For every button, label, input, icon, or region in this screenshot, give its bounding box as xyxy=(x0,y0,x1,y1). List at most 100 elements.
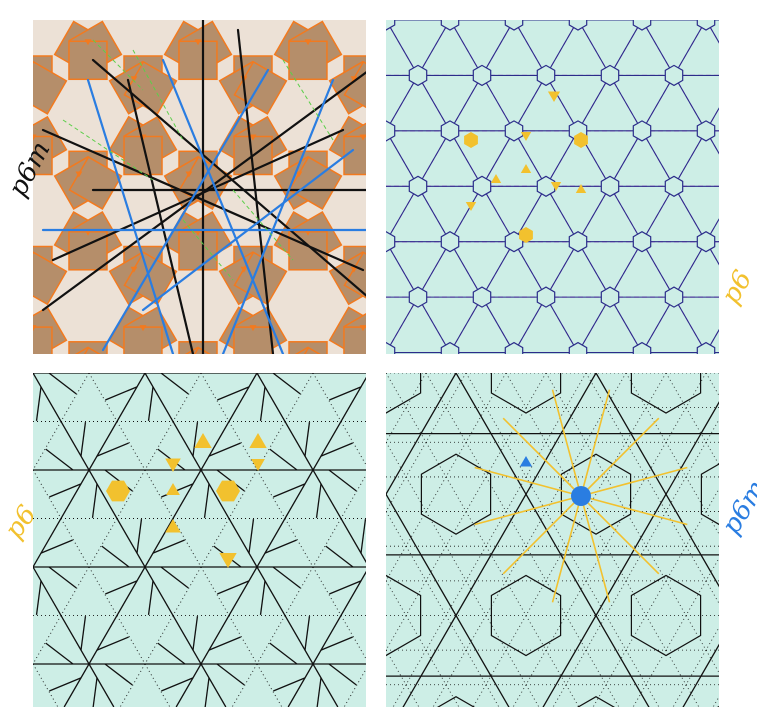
panel-p6m-star-tiling xyxy=(386,373,719,707)
pinwheel-arm xyxy=(147,386,154,421)
black-mirror-line xyxy=(126,78,195,354)
small-hexagon xyxy=(472,175,492,197)
orange-arrow-mark xyxy=(33,134,37,141)
orange-arrow-mark xyxy=(240,266,248,273)
yellow-triangle xyxy=(194,433,212,448)
yellow-hexagon xyxy=(574,132,588,148)
grid-line xyxy=(386,373,467,513)
pinwheel-arm xyxy=(320,442,353,457)
pinwheel-arm xyxy=(157,642,186,665)
green-dashed-line xyxy=(182,219,234,281)
pinwheel-arm xyxy=(96,636,129,651)
yellow-triangle xyxy=(165,519,181,533)
small-hexagon xyxy=(568,341,588,354)
panel-p6-purple-tiling xyxy=(386,20,719,354)
pinwheel-arm xyxy=(248,519,255,554)
inner-hexagon xyxy=(490,373,562,414)
brown-square-tile xyxy=(178,341,218,354)
grid-line xyxy=(312,373,366,466)
orange-arrow-mark xyxy=(249,134,257,141)
small-hexagon xyxy=(408,64,428,87)
grid-line xyxy=(465,373,660,707)
small-hexagon xyxy=(504,20,524,31)
pinwheel-arm xyxy=(360,519,366,554)
orange-arrow-mark xyxy=(130,266,138,273)
pinwheel-arm xyxy=(315,483,322,518)
small-hexagon xyxy=(536,64,556,87)
yellow-ray xyxy=(474,466,582,497)
pinwheel-arm xyxy=(328,469,357,492)
yellow-hexagon xyxy=(464,132,478,148)
grid-line xyxy=(63,373,258,707)
grid-line xyxy=(432,373,627,707)
pinwheel-arm xyxy=(208,442,241,457)
grid-line xyxy=(175,376,366,707)
grid-line xyxy=(287,570,366,707)
pinwheel-arm xyxy=(101,545,130,568)
grid-line xyxy=(592,488,719,707)
orange-arrow-mark xyxy=(33,325,37,332)
small-hexagon xyxy=(696,231,716,253)
grid-line xyxy=(33,373,146,569)
orange-arrow-mark xyxy=(304,39,312,46)
blue-triangle-mark xyxy=(519,456,533,467)
pinwheel-arm xyxy=(304,616,311,651)
inner-hexagon xyxy=(630,373,702,414)
orange-arrow-mark xyxy=(84,229,92,236)
small-hexagon xyxy=(472,286,492,308)
pinwheel-arm xyxy=(49,483,82,498)
yellow-ray xyxy=(502,417,582,497)
blue-axis-line xyxy=(141,148,355,312)
pinwheel-arm xyxy=(208,636,241,651)
small-hexagon xyxy=(600,175,620,197)
yellow-ray xyxy=(502,495,582,575)
grid-line xyxy=(386,441,540,707)
small-hexagon xyxy=(386,341,396,354)
pinwheel-arm xyxy=(45,448,74,471)
yellow-ray xyxy=(580,495,611,603)
inner-hexagon xyxy=(490,574,562,657)
grid-line xyxy=(386,510,500,707)
green-dashed-line xyxy=(282,59,334,141)
yellow-triangle xyxy=(490,174,502,183)
orange-arrow-mark xyxy=(359,134,366,141)
orange-arrow-mark xyxy=(304,229,312,236)
inner-hexagon xyxy=(630,574,702,657)
pinwheel-arm xyxy=(316,677,322,707)
small-hexagon xyxy=(600,286,620,308)
small-hexagon xyxy=(600,64,620,87)
blue-axis-line xyxy=(86,78,175,354)
panel-p6-pinwheel-tiling xyxy=(33,373,366,707)
inner-hexagon xyxy=(386,574,422,657)
pinwheel-arm xyxy=(45,642,74,665)
yellow-ray xyxy=(474,495,582,526)
yellow-triangle xyxy=(550,182,562,191)
orange-arrow-mark xyxy=(84,39,92,46)
pinwheel-arm xyxy=(259,386,266,421)
small-hexagon xyxy=(408,286,428,308)
grid-line xyxy=(88,373,283,707)
grid-line xyxy=(386,373,507,582)
pinwheel-arm xyxy=(320,636,353,651)
pinwheel-arm xyxy=(192,616,199,651)
yellow-triangle xyxy=(249,433,267,448)
brown-square-tile xyxy=(233,326,273,354)
black-mirror-line xyxy=(91,58,366,297)
small-hexagon xyxy=(632,120,652,142)
blue-axis-line xyxy=(101,68,270,352)
grid-line xyxy=(585,373,719,605)
pinwheel-arm xyxy=(269,642,298,665)
small-hexagon xyxy=(664,175,684,197)
yellow-hexagon xyxy=(519,227,533,243)
pinwheel-arm xyxy=(328,663,357,686)
pinwheel-arm xyxy=(80,616,87,651)
grid-line xyxy=(144,373,339,707)
panel-p6m-brown-tiling xyxy=(33,20,366,354)
pinwheel-arm xyxy=(160,566,189,589)
small-hexagon xyxy=(386,20,396,31)
orange-arrow-mark xyxy=(350,76,358,83)
pinwheel-arm xyxy=(35,386,42,421)
small-hexagon xyxy=(386,120,396,142)
yellow-triangle xyxy=(520,164,532,173)
yellow-triangle xyxy=(219,553,237,568)
